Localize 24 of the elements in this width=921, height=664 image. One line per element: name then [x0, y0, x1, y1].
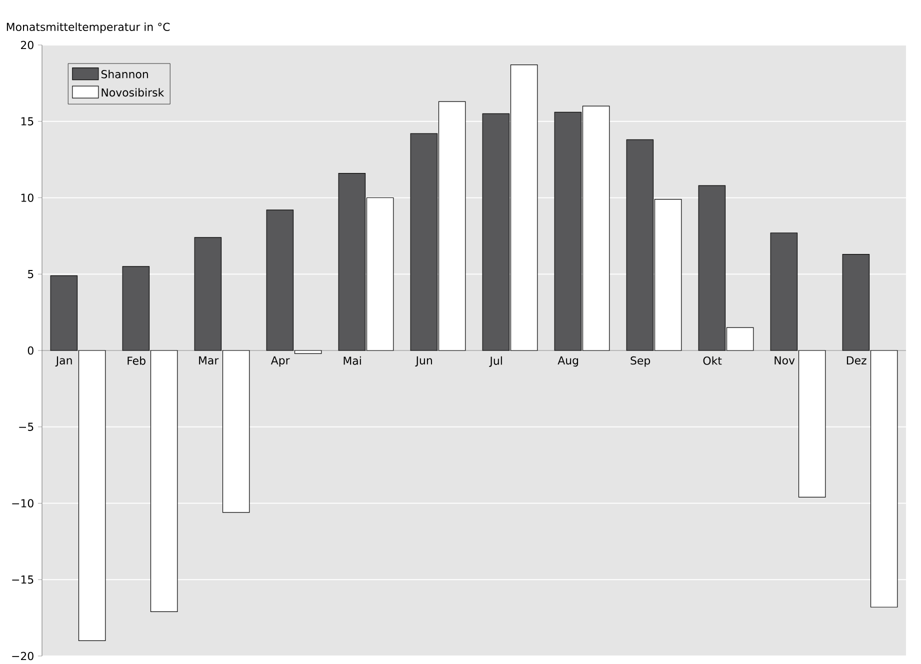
x-tick-label: Mai	[344, 356, 361, 365]
y-tick-label: −20	[12, 652, 34, 660]
x-tick-label: Apr	[270, 356, 290, 367]
x-tick-label: Feb	[128, 356, 146, 365]
y-tick-label: 0	[28, 346, 34, 355]
x-tick-label: Jun	[415, 356, 432, 367]
y-tick-label: 10	[21, 194, 34, 202]
x-tick-label: Jul	[489, 356, 502, 367]
y-tick-label: −5	[19, 422, 34, 431]
x-tick-label: Mar	[199, 356, 219, 364]
x-tick-label: Jan	[55, 356, 72, 367]
legend-label: Shannon	[101, 70, 148, 78]
x-tick-label: Dez	[846, 356, 866, 364]
y-tick-label: 15	[21, 117, 34, 126]
y-tick-label: 20	[21, 40, 34, 50]
x-tick-label: Okt	[703, 356, 722, 365]
y-tick-label: −15	[12, 576, 34, 584]
y-axis-title: Monatsmitteltemperatur in °C	[6, 22, 170, 34]
x-tick-label: Sep	[630, 356, 650, 367]
y-tick-label: 5	[28, 270, 34, 278]
legend-label: Novosibirsk	[102, 88, 164, 97]
x-tick-label: Nov	[774, 356, 795, 364]
y-tick-label: −10	[12, 499, 34, 508]
x-tick-label: Aug	[558, 356, 578, 367]
